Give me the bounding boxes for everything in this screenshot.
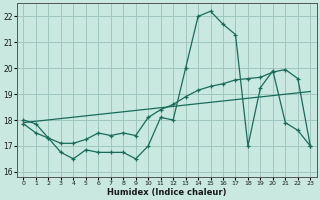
X-axis label: Humidex (Indice chaleur): Humidex (Indice chaleur)	[107, 188, 227, 197]
